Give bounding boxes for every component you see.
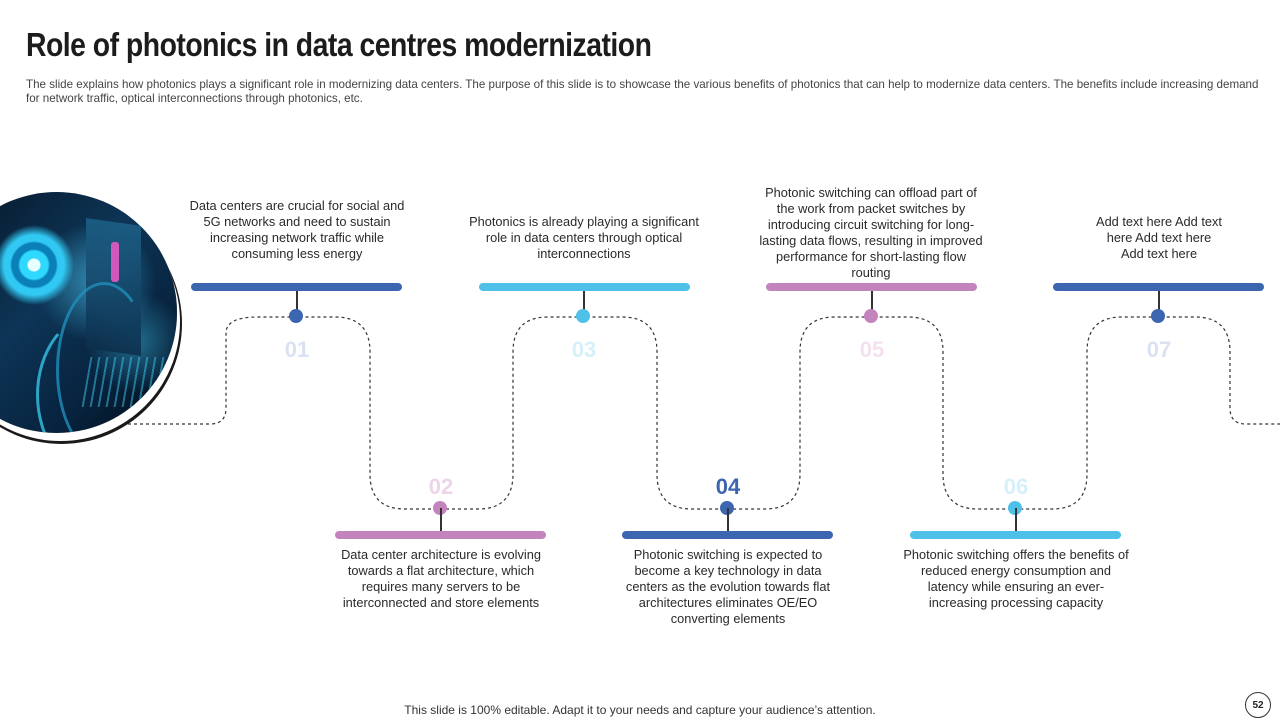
step-04-number: 04	[715, 474, 741, 499]
step-03-text: Photonics is already playing a significa…	[469, 214, 699, 261]
step-01-bar	[191, 283, 402, 291]
step-07-number: 07	[1146, 337, 1172, 362]
step-05-dot	[864, 309, 878, 323]
step-04-text: Photonic switching is expected to become…	[625, 547, 831, 626]
step-06-number: 06	[1003, 474, 1029, 499]
step-02-stem	[440, 508, 442, 531]
step-07-text: Add text here Add text here Add text her…	[1096, 214, 1222, 261]
step-01-stem	[296, 291, 298, 314]
step-02-text: Data center architecture is evolving tow…	[341, 547, 541, 610]
step-05-stem	[871, 291, 873, 314]
step-06-stem	[1015, 508, 1017, 531]
slide-subtitle: The slide explains how photonics plays a…	[26, 78, 1259, 105]
step-03-number: 03	[571, 337, 597, 362]
step-02-number: 02	[428, 474, 454, 499]
step-07-dot	[1151, 309, 1165, 323]
step-02-bar	[335, 531, 546, 539]
step-01-number: 01	[284, 337, 310, 362]
step-06-bar	[910, 531, 1121, 539]
step-06-text: Photonic switching offers the benefits o…	[903, 547, 1129, 610]
step-03-stem	[583, 291, 585, 314]
step-01-text: Data centers are crucial for social and …	[189, 198, 405, 261]
image-cable	[36, 312, 162, 433]
slide-footer: This slide is 100% editable. Adapt it to…	[404, 703, 876, 717]
image-led-strip	[111, 242, 119, 282]
slide-title: Role of photonics in data centres modern…	[26, 26, 652, 63]
step-01-dot	[289, 309, 303, 323]
step-03-dot	[576, 309, 590, 323]
step-05-number: 05	[859, 337, 885, 362]
page-number-badge: 52	[1245, 692, 1271, 718]
step-05-text: Photonic switching can offload part of t…	[759, 185, 983, 280]
step-05-bar	[766, 283, 977, 291]
step-04-stem	[727, 508, 729, 531]
step-03-bar	[479, 283, 690, 291]
image-heatsink	[81, 357, 171, 407]
step-07-bar	[1053, 283, 1264, 291]
step-07-stem	[1158, 291, 1160, 314]
step-04-bar	[622, 531, 833, 539]
